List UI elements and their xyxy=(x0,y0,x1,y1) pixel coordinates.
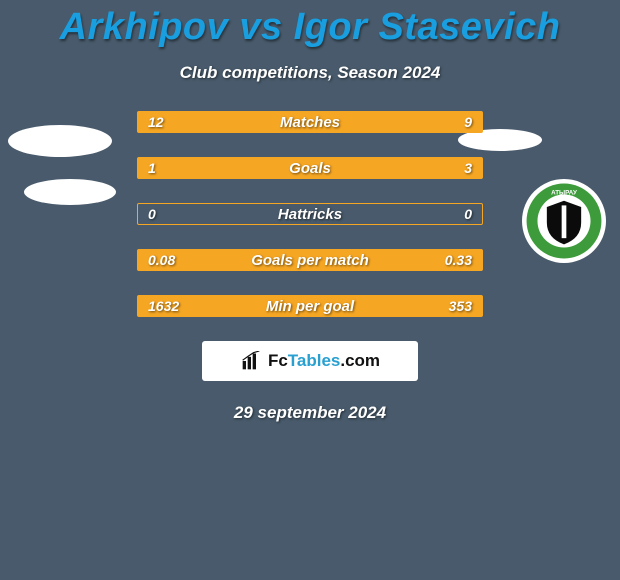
stat-bar: Goals13 xyxy=(137,157,483,179)
atyrau-badge-icon: АТЫРАУ xyxy=(525,182,603,260)
stat-bar: Min per goal1632353 xyxy=(137,295,483,317)
bar-fill-left xyxy=(138,112,334,132)
bar-value-right: 0 xyxy=(464,206,472,222)
snapshot-date: 29 september 2024 xyxy=(0,403,620,423)
bar-fill-left xyxy=(138,158,224,178)
comparison-subtitle: Club competitions, Season 2024 xyxy=(0,63,620,83)
comparison-stage: АТЫРАУ Matches129 Goals13 Hattricks0 0 Goals… xyxy=(0,111,620,423)
stat-bar: Hattricks0 0 xyxy=(137,203,483,225)
stat-bar: Goals per match0.080.33 xyxy=(137,249,483,271)
logo-tables: Tables xyxy=(288,351,341,370)
player-left-club-placeholder xyxy=(24,179,116,205)
bar-fill-right xyxy=(224,158,482,178)
logo-text: FcTables.com xyxy=(268,351,380,371)
bar-fill-right xyxy=(420,296,482,316)
stat-bars: Matches129 Goals13 Hattricks0 0 Goals per ma… xyxy=(137,111,483,317)
player-left-photo-placeholder xyxy=(8,125,112,157)
bar-label: Hattricks xyxy=(138,206,482,223)
bar-value-left: 0 xyxy=(148,206,156,222)
logo-fc: Fc xyxy=(268,351,288,370)
comparison-title: Arkhipov vs Igor Stasevich xyxy=(0,0,620,49)
player-right-club-badge: АТЫРАУ xyxy=(522,179,606,263)
logo-dotcom: .com xyxy=(340,351,380,370)
bar-fill-left xyxy=(138,296,420,316)
svg-text:АТЫРАУ: АТЫРАУ xyxy=(551,189,577,196)
bar-fill-left xyxy=(138,250,207,270)
bar-fill-right xyxy=(334,112,482,132)
stat-bar: Matches129 xyxy=(137,111,483,133)
bar-fill-right xyxy=(207,250,482,270)
fctables-logo: FcTables.com xyxy=(202,341,418,381)
chart-icon xyxy=(240,351,262,371)
